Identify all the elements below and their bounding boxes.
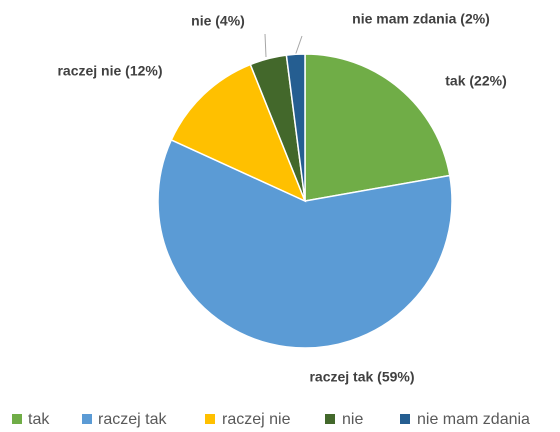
legend-label: raczej nie xyxy=(222,411,291,428)
pie-slice xyxy=(157,138,453,349)
legend-swatch xyxy=(12,414,22,424)
legend-swatch xyxy=(400,414,410,424)
data-label: nie (4%) xyxy=(191,13,245,29)
legend-label: tak xyxy=(28,411,50,428)
data-label: raczej nie (12%) xyxy=(57,63,162,79)
legend-label: raczej tak xyxy=(98,411,167,428)
data-label: nie mam zdania (2%) xyxy=(352,11,490,27)
leader-line xyxy=(294,35,303,57)
data-label: tak (22%) xyxy=(445,73,506,89)
pie-slice xyxy=(285,53,306,202)
legend-swatch xyxy=(325,414,335,424)
legend-label: nie xyxy=(342,411,363,428)
data-label: raczej tak (59%) xyxy=(309,369,414,385)
pie-slice xyxy=(170,63,307,203)
legend-swatch xyxy=(82,414,92,424)
legend-label: nie mam zdania xyxy=(417,411,530,428)
leader-line xyxy=(264,33,267,58)
pie-slice xyxy=(304,53,451,202)
legend-swatch xyxy=(205,414,215,424)
